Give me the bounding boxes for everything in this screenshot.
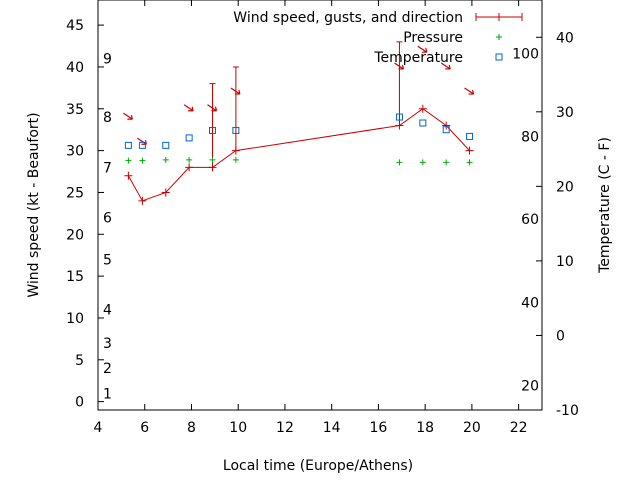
pressure-point	[125, 157, 132, 164]
y-left-tick-label: 25	[66, 185, 84, 201]
pressure-point	[443, 159, 450, 166]
y-left-tick-label: 40	[66, 60, 84, 76]
temperature-point	[419, 119, 427, 127]
beaufort-label: 7	[103, 160, 112, 176]
fahrenheit-label: 60	[521, 212, 539, 228]
legend-swatch-wind	[475, 13, 523, 21]
x-tick-label: 16	[370, 420, 388, 436]
x-tick-label: 6	[140, 420, 149, 436]
gust-bar	[396, 41, 403, 126]
pressure-point	[466, 159, 473, 166]
wind-point	[418, 104, 427, 113]
temperature-point	[124, 141, 132, 149]
temperature-point	[442, 126, 450, 134]
y-left-tick-label: 30	[66, 144, 84, 160]
pressure-point	[419, 159, 426, 166]
y-right-tick-label: 20	[556, 179, 574, 195]
wind-line	[127, 108, 470, 202]
y-left-tick-label: 45	[66, 18, 84, 34]
pressure-point	[162, 156, 169, 163]
temperature-point	[232, 126, 240, 134]
pressure-point	[209, 156, 216, 163]
pressure-point	[396, 159, 403, 166]
temperature-point	[395, 113, 403, 121]
x-tick-label: 20	[463, 420, 481, 436]
y-right-tick-label: 0	[556, 328, 565, 344]
fahrenheit-label: 40	[521, 296, 539, 312]
plot-frame	[97, 0, 543, 411]
y-left-tick-label: 20	[66, 227, 84, 243]
y-axis-label-left: Wind speed (kt - Beaufort)	[26, 112, 42, 297]
beaufort-label: 2	[103, 361, 112, 377]
wind-point	[138, 196, 147, 205]
beaufort-label: 8	[103, 110, 112, 126]
x-tick-label: 10	[229, 420, 247, 436]
x-tick-label: 4	[94, 420, 103, 436]
legend-label-wind: Wind speed, gusts, and direction	[233, 10, 463, 26]
wind-direction-arrow	[183, 104, 194, 112]
fahrenheit-label: 100	[512, 47, 539, 63]
y-left-tick-label: 10	[66, 311, 84, 327]
x-tick-label: 14	[323, 420, 341, 436]
wind-point	[465, 146, 474, 155]
axes: 4 6 8 10 12 14 16 18 20 22051015202530354045-1001…	[66, 0, 579, 436]
wind-direction-arrow	[230, 87, 241, 95]
x-tick-label: 12	[276, 420, 294, 436]
temperature-point	[162, 141, 170, 149]
wind-point	[185, 163, 194, 172]
beaufort-label: 3	[103, 336, 112, 352]
x-tick-label: 22	[510, 420, 528, 436]
y-left-tick-label: 0	[75, 395, 84, 411]
marks	[123, 41, 475, 205]
pressure-point	[186, 156, 193, 163]
y-left-tick-label: 35	[66, 102, 84, 118]
legend: Wind speed, gusts, and direction Pressure…	[233, 10, 523, 66]
beaufort-label: 6	[103, 211, 112, 227]
gust-bar	[232, 66, 239, 151]
legend-label-pressure: Pressure	[403, 30, 463, 46]
y-left-tick-label: 5	[75, 353, 84, 369]
temperature-point	[209, 126, 217, 134]
wind-direction-arrow	[417, 45, 428, 53]
y-left-tick-label: 15	[66, 269, 84, 285]
y-right-tick-label: -10	[556, 403, 579, 419]
wind-direction-arrow	[123, 112, 133, 120]
gust-bar	[209, 83, 216, 168]
wind-direction-arrow	[394, 62, 405, 70]
x-tick-label: 18	[416, 420, 434, 436]
pressure-point	[232, 156, 239, 163]
wind-point	[124, 171, 133, 180]
beaufort-label: 9	[103, 52, 112, 68]
x-axis-label: Local time (Europe/Athens)	[223, 458, 413, 474]
temperature-point	[185, 134, 193, 142]
y-axis-label-right: Temperature (C - F)	[597, 137, 613, 274]
wind-point	[161, 188, 170, 197]
fahrenheit-label: 80	[521, 129, 539, 145]
y-right-tick-label: 40	[556, 30, 574, 46]
beaufort-label: 4	[103, 303, 112, 319]
legend-label-temperature: Temperature	[373, 50, 463, 66]
beaufort-label: 1	[103, 386, 112, 402]
pressure-point	[139, 157, 146, 164]
wind-direction-arrow	[207, 104, 218, 112]
y-right-tick-label: 30	[556, 105, 574, 121]
legend-swatch-pressure	[496, 34, 502, 40]
y-right-tick-label: 10	[556, 254, 574, 270]
wind-direction-arrow	[440, 62, 451, 70]
beaufort-label: 5	[103, 252, 112, 268]
temperature-point	[138, 141, 146, 149]
wind-direction-arrow	[464, 87, 475, 95]
temperature-point	[466, 132, 474, 140]
wind-point	[442, 121, 451, 130]
legend-swatch-temperature	[495, 53, 503, 61]
fahrenheit-label: 20	[521, 378, 539, 394]
x-tick-label: 8	[187, 420, 196, 436]
